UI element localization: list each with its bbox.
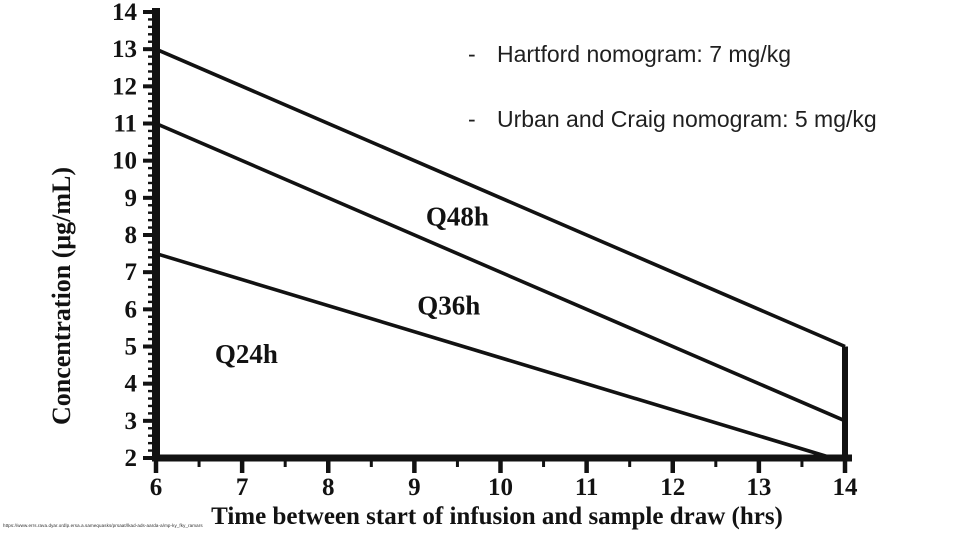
source-url: https://www.errs.rava.dyar.ordlp.ersa.a.… bbox=[3, 523, 203, 528]
note-hartford: - Hartford nomogram: 7 mg/kg bbox=[468, 41, 791, 68]
y-tick-label: 13 bbox=[112, 36, 137, 63]
x-tick-label: 9 bbox=[408, 474, 421, 501]
x-tick-label: 13 bbox=[746, 474, 771, 501]
y-tick-label: 7 bbox=[125, 259, 138, 286]
x-tick-label: 11 bbox=[575, 474, 599, 501]
y-tick-label: 8 bbox=[125, 222, 138, 249]
annotation-q36h: Q36h bbox=[417, 291, 480, 321]
x-tick-label: 10 bbox=[488, 474, 513, 501]
bullet-dash: - bbox=[468, 41, 476, 67]
y-tick-label: 14 bbox=[112, 0, 138, 26]
note-urban-craig-text: Urban and Craig nomogram: 5 mg/kg bbox=[497, 106, 877, 132]
y-tick-label: 12 bbox=[112, 73, 137, 100]
series-line-q48h bbox=[155, 47, 846, 349]
x-tick-label: 6 bbox=[150, 474, 163, 501]
bullet-dash: - bbox=[468, 106, 476, 132]
note-urban-craig: - Urban and Craig nomogram: 5 mg/kg bbox=[468, 106, 877, 133]
y-tick-label: 5 bbox=[125, 334, 138, 361]
y-tick-label: 10 bbox=[112, 148, 137, 175]
annotation-q48h: Q48h bbox=[426, 201, 489, 231]
x-axis-title: Time between start of infusion and sampl… bbox=[211, 503, 783, 530]
y-tick-label: 6 bbox=[125, 296, 138, 323]
y-axis-title: Concentration (μg/mL) bbox=[47, 167, 76, 425]
series-line-q36h bbox=[155, 121, 846, 423]
y-tick-label: 2 bbox=[125, 445, 138, 472]
y-tick-label: 4 bbox=[125, 371, 138, 398]
note-hartford-text: Hartford nomogram: 7 mg/kg bbox=[497, 41, 792, 67]
x-tick-label: 12 bbox=[660, 474, 685, 501]
x-tick-label: 14 bbox=[833, 474, 859, 501]
y-tick-label: 3 bbox=[125, 408, 138, 435]
y-tick-label: 9 bbox=[125, 185, 138, 212]
x-tick-label: 7 bbox=[236, 474, 249, 501]
series-line-q24h bbox=[155, 251, 833, 460]
annotation-q24h: Q24h bbox=[215, 339, 278, 369]
y-tick-label: 11 bbox=[113, 111, 137, 138]
x-tick-label: 8 bbox=[322, 474, 335, 501]
